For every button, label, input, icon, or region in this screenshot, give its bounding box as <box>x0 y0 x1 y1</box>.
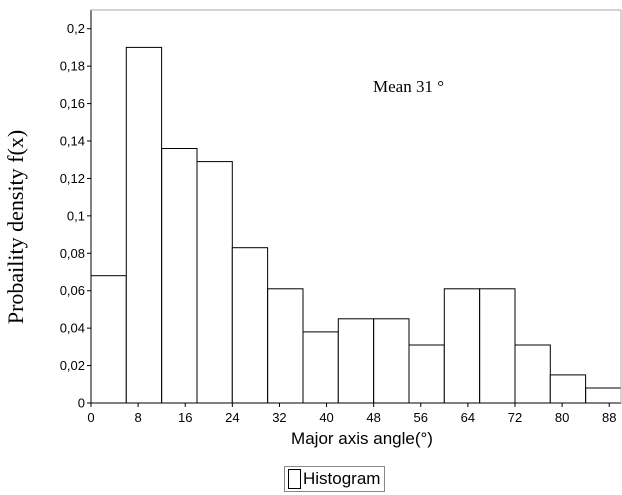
histogram-bar <box>549 374 587 404</box>
y-tick-label: 0,12 <box>60 171 85 186</box>
x-tick-label: 64 <box>461 410 475 425</box>
histogram-bar <box>514 344 551 404</box>
x-tick-label: 40 <box>319 410 333 425</box>
histogram-bar <box>337 318 375 404</box>
y-tick-label: 0 <box>78 396 85 411</box>
y-tick-label: 0,18 <box>60 59 85 74</box>
histogram-bar <box>373 318 410 404</box>
histogram-bar <box>267 288 304 404</box>
histogram-bar <box>196 161 233 404</box>
x-tick-label: 8 <box>134 410 141 425</box>
histogram-bar <box>125 46 163 404</box>
y-tick-label: 0,02 <box>60 358 85 373</box>
y-tick-label: 0,16 <box>60 96 85 111</box>
y-axis-title: Probaility density f(x) <box>3 130 28 324</box>
y-tick-label: 0,14 <box>60 134 85 149</box>
histogram-bar <box>585 387 622 404</box>
legend-label: Histogram <box>303 469 381 488</box>
x-axis-title: Major axis angle(°) <box>291 429 433 448</box>
y-tick-label: 0,04 <box>60 321 85 336</box>
histogram-bar <box>302 331 339 404</box>
y-axis-ticks: 0 0,02 0,04 0,06 0,08 0,1 0,12 0,14 0,16 0,18 0,2 <box>60 21 91 411</box>
histogram-bar <box>231 247 269 404</box>
y-tick-label: 0,1 <box>67 208 85 223</box>
x-tick-label: 16 <box>178 410 192 425</box>
mean-annotation: Mean 31 ° <box>373 77 444 96</box>
x-tick-label: 88 <box>602 410 616 425</box>
x-tick-label: 32 <box>272 410 286 425</box>
histogram-bar <box>408 344 445 404</box>
histogram-bar <box>161 148 198 404</box>
bars-group <box>90 46 622 404</box>
x-axis-ticks: 0 8 16 24 32 40 48 56 64 72 80 88 <box>87 403 616 425</box>
plot-frame <box>90 9 622 404</box>
y-tick-label: 0,2 <box>67 21 85 36</box>
histogram-bar <box>443 288 481 404</box>
histogram-bar <box>479 288 516 404</box>
x-tick-label: 56 <box>414 410 428 425</box>
legend: Histogram <box>284 466 386 492</box>
histogram-bar <box>90 275 127 404</box>
x-tick-label: 72 <box>508 410 522 425</box>
x-tick-label: 80 <box>555 410 569 425</box>
x-tick-label: 24 <box>225 410 239 425</box>
y-tick-label: 0,08 <box>60 246 85 261</box>
x-tick-label: 0 <box>87 410 94 425</box>
x-tick-label: 48 <box>366 410 380 425</box>
legend-swatch-icon <box>288 469 301 489</box>
y-tick-label: 0,06 <box>60 283 85 298</box>
